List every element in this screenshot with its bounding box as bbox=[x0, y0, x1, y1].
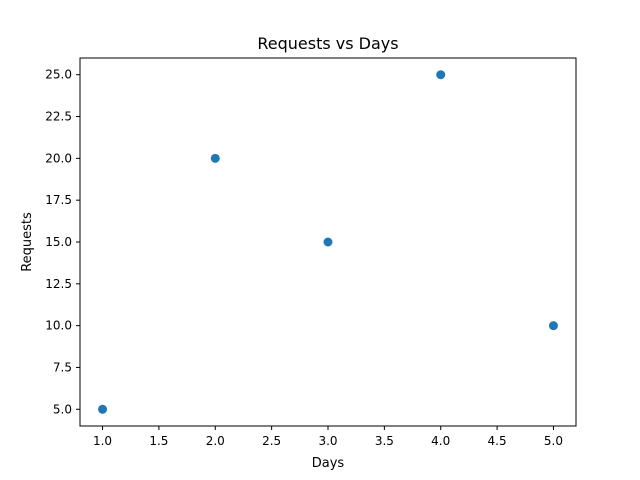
y-tick-label: 15.0 bbox=[45, 235, 72, 249]
x-tick-label: 5.0 bbox=[544, 434, 563, 448]
y-tick-label: 17.5 bbox=[45, 193, 72, 207]
data-point bbox=[98, 404, 108, 414]
x-tick-label: 4.0 bbox=[431, 434, 450, 448]
x-axis-title: Days bbox=[312, 456, 345, 471]
data-points bbox=[98, 70, 558, 414]
y-tick-label: 7.5 bbox=[53, 360, 72, 374]
x-tick-label: 1.5 bbox=[149, 434, 168, 448]
x-tick-label: 1.0 bbox=[93, 434, 112, 448]
y-tick-label: 25.0 bbox=[45, 68, 72, 82]
y-tick-label: 10.0 bbox=[45, 319, 72, 333]
data-point bbox=[548, 321, 558, 331]
data-point bbox=[323, 237, 333, 247]
y-tick-label: 20.0 bbox=[45, 151, 72, 165]
data-point bbox=[210, 153, 220, 163]
x-tick-label: 3.5 bbox=[375, 434, 394, 448]
x-tick-label: 4.5 bbox=[488, 434, 507, 448]
x-tick-label: 3.0 bbox=[318, 434, 337, 448]
y-tick-label: 12.5 bbox=[45, 277, 72, 291]
chart-title: Requests vs Days bbox=[257, 34, 398, 53]
y-axis-ticks: 5.0 7.5 10.0 12.5 15.0 17.5 20.0 22.5 25.0 bbox=[45, 68, 80, 416]
y-axis-title: Requests bbox=[20, 212, 35, 272]
x-tick-label: 2.5 bbox=[262, 434, 281, 448]
data-point bbox=[436, 70, 446, 80]
x-axis-ticks: 1.0 1.5 2.0 2.5 3.0 3.5 4.0 4.5 5.0 bbox=[93, 426, 563, 448]
y-tick-label: 22.5 bbox=[45, 110, 72, 124]
y-tick-label: 5.0 bbox=[53, 402, 72, 416]
x-tick-label: 2.0 bbox=[206, 434, 225, 448]
